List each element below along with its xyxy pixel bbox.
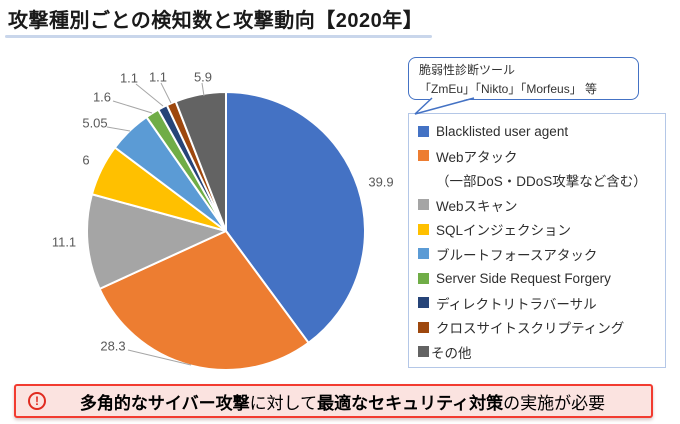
- legend-label: Webスキャン: [436, 198, 518, 214]
- label-leader-line: [127, 349, 192, 366]
- legend-sublabel: （一部DoS・DDoS攻撃など含む）: [436, 174, 647, 190]
- legend-label: Server Side Request Forgery: [436, 270, 611, 286]
- legend-label: Blacklisted user agent: [436, 123, 569, 139]
- alert-circle-icon: !: [28, 392, 46, 410]
- pie-slice-2: [86, 193, 227, 290]
- legend-item: Server Side Request Forgery: [418, 266, 661, 291]
- callout-bubble: 脆弱性診断ツール 「ZmEu」「Nikto」「Morfeus」 等: [408, 57, 639, 100]
- label-leader-line: [135, 83, 164, 107]
- legend-label: クロスサイトスクリプティング: [436, 321, 625, 337]
- pie-data-label: 1.1: [120, 71, 138, 86]
- pie-data-label: 5.05: [82, 116, 107, 131]
- label-leader-line: [112, 100, 153, 114]
- pie-slice-0: [225, 91, 366, 344]
- callout-line1: 脆弱性診断ツール: [419, 63, 516, 77]
- legend-item: ブルートフォースアタック: [418, 242, 661, 267]
- page-title: 攻撃種別ごとの検知数と攻撃動向【2020年】: [8, 10, 424, 32]
- label-leader-line: [106, 126, 131, 132]
- pie-data-label: 5.9: [194, 70, 212, 85]
- chart-legend: Blacklisted user agent Webアタック （一部DoS・DD…: [408, 113, 666, 368]
- legend-swatch-icon: [418, 272, 429, 284]
- pie-data-label: 1.6: [93, 90, 111, 105]
- banner-segment: 最適なセキュリティ対策: [317, 393, 504, 413]
- alert-banner: ! 多角的なサイバー攻撃に対して最適なセキュリティ対策の実施が必要: [14, 384, 653, 418]
- pie-data-label: 11.1: [52, 235, 76, 250]
- legend-item: SQLインジェクション: [418, 217, 661, 242]
- legend-swatch-icon: [418, 223, 429, 235]
- pie-data-label: 1.1: [149, 70, 167, 85]
- legend-item: クロスサイトスクリプティング: [418, 315, 661, 340]
- pie-slice-8: [174, 91, 227, 232]
- pie-data-label: 6: [82, 153, 89, 168]
- title-underline: [5, 35, 432, 38]
- legend-swatch-icon: [418, 125, 429, 137]
- pie-data-label: 28.3: [100, 339, 125, 354]
- banner-segment: に対して: [249, 393, 318, 413]
- legend-swatch-icon: [418, 297, 429, 309]
- pie-data-label: 39.9: [368, 175, 393, 190]
- legend-label: その他: [431, 345, 472, 361]
- legend-label: Webアタック: [436, 149, 518, 165]
- alert-banner-text: 多角的なサイバー攻撃に対して最適なセキュリティ対策の実施が必要: [46, 389, 639, 414]
- legend-label: ディレクトリトラバーサル: [436, 296, 597, 312]
- legend-label: ブルートフォースアタック: [436, 247, 598, 263]
- pie-chart: 39.9 28.3 11.1 6 5.05 1.6 1.1 1.1 5.9: [52, 70, 394, 371]
- legend-item: Webスキャン: [418, 193, 661, 218]
- legend-swatch-icon: [418, 199, 429, 211]
- legend-item: その他: [418, 340, 661, 365]
- callout-line2: 「ZmEu」「Nikto」「Morfeus」 等: [419, 82, 598, 96]
- legend-swatch-icon: [418, 248, 429, 260]
- banner-segment: の実施が必要: [503, 393, 606, 413]
- legend-item: Blacklisted user agent: [418, 119, 661, 144]
- legend-label: SQLインジェクション: [436, 223, 572, 239]
- legend-swatch-icon: [418, 321, 429, 333]
- legend-swatch-icon: [418, 150, 429, 162]
- callout-tail: [414, 97, 475, 115]
- legend-item: Webアタック: [418, 144, 661, 169]
- legend-swatch-icon: [418, 346, 429, 358]
- banner-segment: 多角的なサイバー攻撃: [79, 393, 250, 413]
- label-leader-line: [201, 82, 205, 97]
- legend-item: ディレクトリトラバーサル: [418, 291, 661, 316]
- label-leader-line: [160, 82, 172, 104]
